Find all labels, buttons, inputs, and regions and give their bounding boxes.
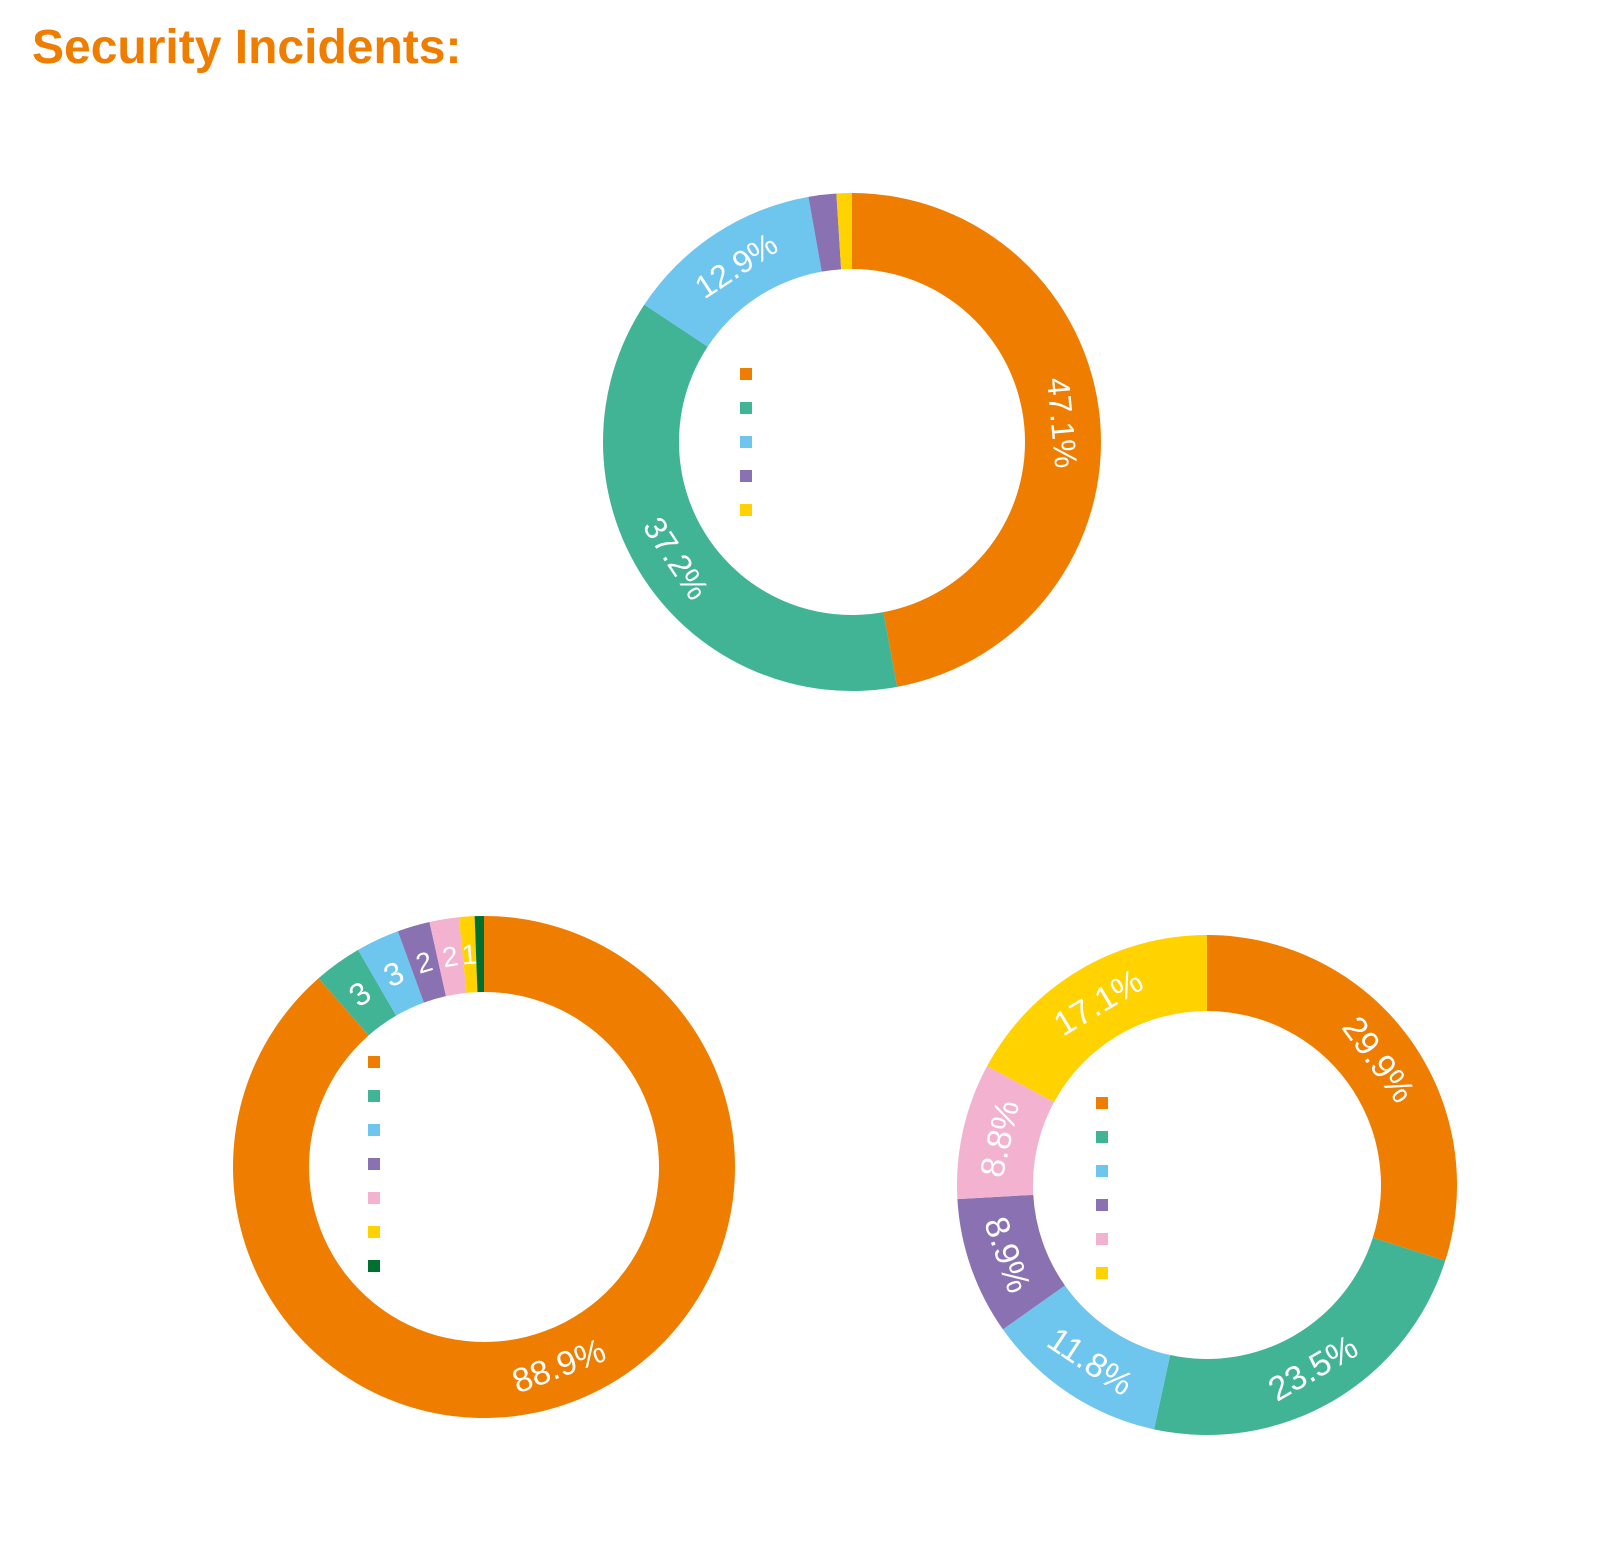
legend-swatch: [1096, 1199, 1108, 1211]
legend-swatch: [1096, 1267, 1108, 1279]
donut-slice: [644, 196, 822, 347]
legend-swatch: [368, 1260, 380, 1272]
slice-data-label: 1: [461, 939, 479, 971]
donut-slice: [429, 917, 467, 997]
legend-swatch: [740, 504, 752, 516]
legend-swatch: [368, 1056, 380, 1068]
legend-swatch: [368, 1124, 380, 1136]
donut-slice: [397, 921, 446, 1003]
donut-slice: [957, 1065, 1054, 1200]
donut-chart-bottom-left: 88.9%3 3 2 2 1: [232, 916, 735, 1418]
legend-swatch: [368, 1226, 380, 1238]
slice-data-label: 47.1%: [1040, 376, 1084, 470]
legend-swatch: [1096, 1131, 1108, 1143]
donut-slice: [474, 916, 484, 993]
legend-swatch: [368, 1090, 380, 1102]
legend-swatch: [740, 470, 752, 482]
legend-swatch: [740, 436, 752, 448]
donut-slice: [808, 193, 842, 272]
page-title: Security Incidents:: [32, 21, 462, 74]
donut-chart-top: 47.1%37.2%12.9%: [602, 193, 1102, 691]
donut-slice: [1002, 1285, 1171, 1430]
donut-slice: [852, 193, 1102, 687]
donut-chart-bottom-right: 29.9%23.5%11.8%8.9%8.8%17.1%: [957, 935, 1457, 1435]
slice-data-label: 2: [440, 940, 460, 973]
legend-swatch: [1096, 1233, 1108, 1245]
legend-swatch: [1096, 1097, 1108, 1109]
donut-slice: [602, 304, 898, 691]
legend-swatch: [740, 368, 752, 380]
legend-swatch: [1096, 1165, 1108, 1177]
donut-slice: [1153, 1237, 1446, 1435]
donut-slice: [458, 916, 478, 993]
donut-slice: [957, 1194, 1065, 1330]
legend-swatch: [368, 1158, 380, 1170]
donut-slice: [358, 931, 424, 1016]
legend-swatch: [740, 402, 752, 414]
donut-slice: [1207, 935, 1457, 1261]
donut-slice: [836, 193, 852, 270]
donut-slice: [987, 935, 1207, 1103]
donut-slice: [232, 916, 735, 1418]
donut-slice: [318, 949, 397, 1036]
legend-swatch: [368, 1192, 380, 1204]
